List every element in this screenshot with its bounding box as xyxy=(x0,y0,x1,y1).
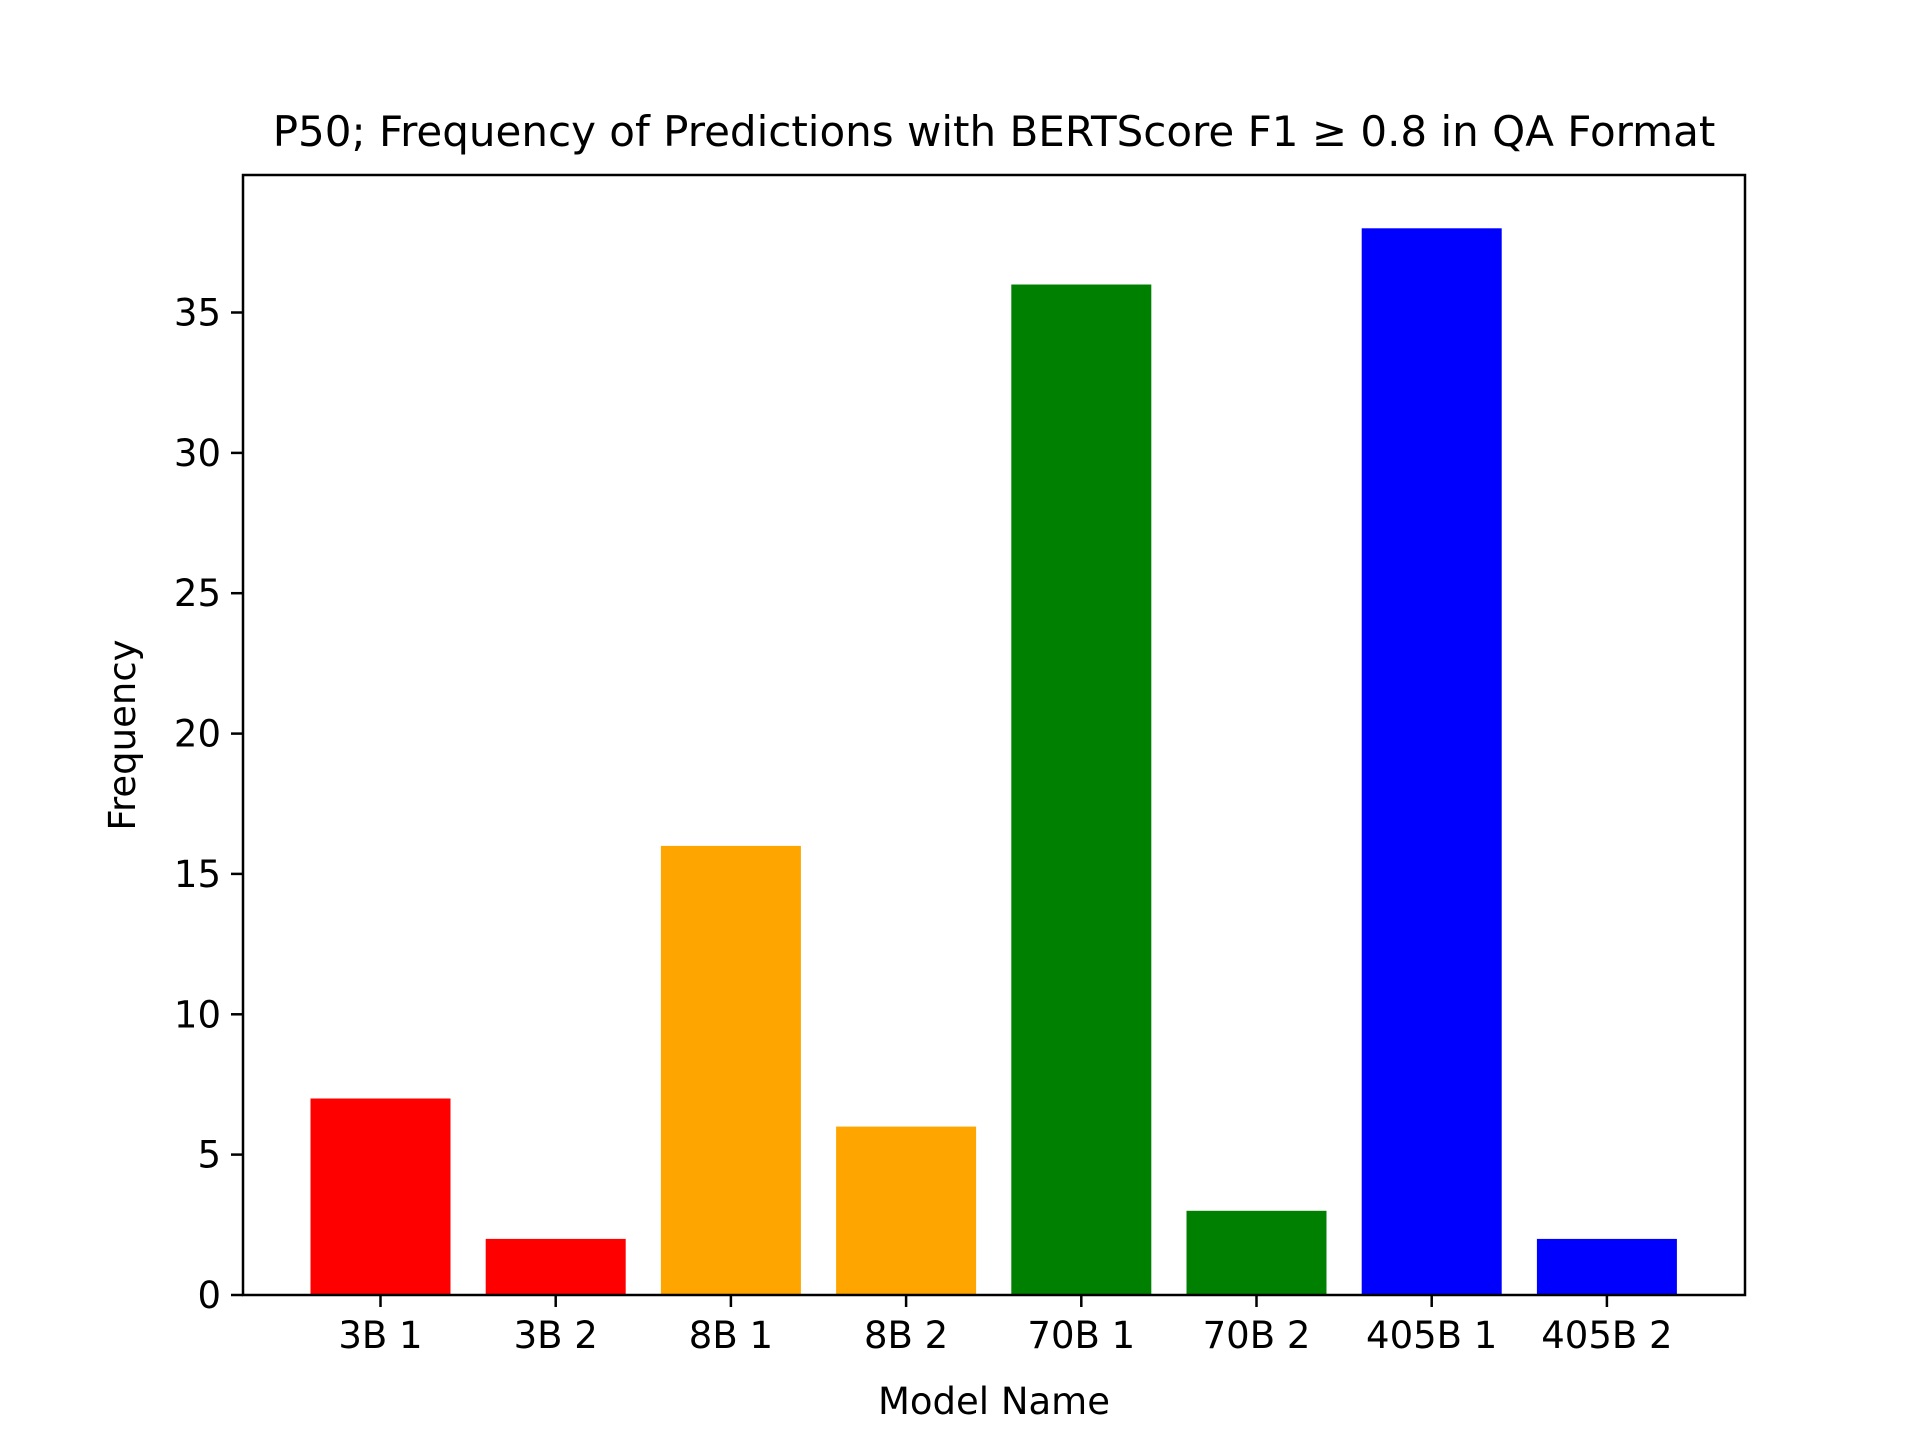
x-tick-label: 70B 2 xyxy=(1203,1314,1311,1357)
bar-70b-2 xyxy=(1186,1210,1327,1295)
bar-8b-2 xyxy=(836,1126,977,1295)
bar-405b-1 xyxy=(1361,228,1502,1295)
x-tick-label: 3B 2 xyxy=(514,1314,598,1357)
y-tick-label: 5 xyxy=(197,1134,221,1177)
bar-3b-2 xyxy=(485,1238,626,1295)
y-tick-label: 20 xyxy=(174,713,221,756)
x-tick-label: 3B 1 xyxy=(338,1314,422,1357)
y-tick-label: 15 xyxy=(174,853,221,896)
bar-3b-1 xyxy=(310,1098,451,1295)
y-axis: 0 5 10 15 20 25 30 35 xyxy=(174,292,243,1317)
bars-layer xyxy=(310,228,1677,1295)
x-tick-label: 8B 1 xyxy=(689,1314,773,1357)
y-tick-label: 25 xyxy=(174,572,221,615)
x-tick-label: 405B 1 xyxy=(1366,1314,1497,1357)
x-tick-label: 405B 2 xyxy=(1541,1314,1672,1357)
x-axis: 3B 1 3B 2 8B 1 8B 2 70B 1 70B 2 405B 1 405B 2 xyxy=(338,1295,1673,1357)
x-axis-label: Model Name xyxy=(878,1380,1110,1423)
bar-70b-1 xyxy=(1011,284,1152,1295)
y-tick-label: 0 xyxy=(197,1274,221,1317)
x-tick-label: 8B 2 xyxy=(864,1314,948,1357)
y-tick-label: 30 xyxy=(174,432,221,475)
plot-area-frame xyxy=(241,173,1747,1297)
bar-405b-2 xyxy=(1536,1238,1677,1295)
y-axis-label: Frequency xyxy=(101,639,144,830)
chart-title: P50; Frequency of Predictions with BERTS… xyxy=(273,107,1716,156)
y-tick-label: 35 xyxy=(174,292,221,335)
y-tick-label: 10 xyxy=(174,993,221,1036)
x-tick-label: 70B 1 xyxy=(1027,1314,1135,1357)
bar-8b-1 xyxy=(660,845,801,1295)
